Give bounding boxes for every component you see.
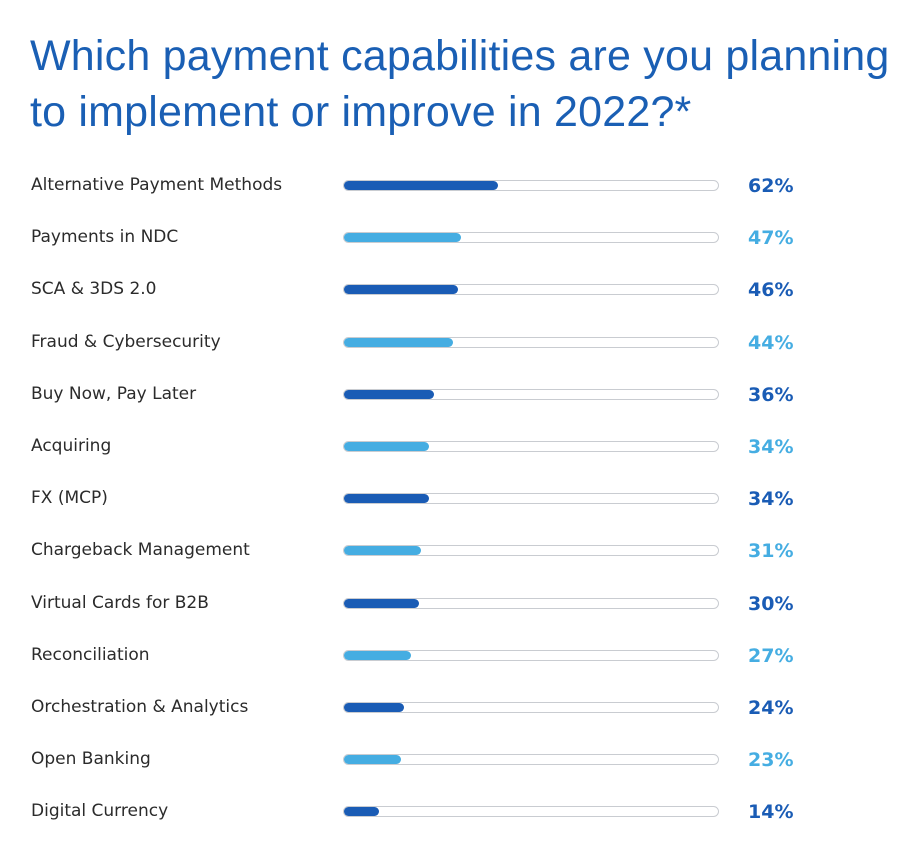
value-label: 36% <box>748 384 794 406</box>
value-label: 34% <box>748 436 794 458</box>
bar-track <box>343 180 719 191</box>
bar-row: Buy Now, Pay Later 36% <box>0 383 920 413</box>
bar <box>344 755 401 764</box>
value-label: 27% <box>748 645 794 667</box>
bar <box>344 442 429 451</box>
bar-row: Orchestration & Analytics 24% <box>0 696 920 726</box>
bar <box>344 807 379 816</box>
category-label: Fraud & Cybersecurity <box>31 332 221 352</box>
bar-track <box>343 598 719 609</box>
bar-track <box>343 493 719 504</box>
category-label: SCA & 3DS 2.0 <box>31 279 157 299</box>
value-label: 30% <box>748 593 794 615</box>
bar-track <box>343 806 719 817</box>
bar-track <box>343 545 719 556</box>
bar-row: FX (MCP) 34% <box>0 487 920 517</box>
category-label: Reconciliation <box>31 645 150 665</box>
bar-track <box>343 389 719 400</box>
bar-row: SCA & 3DS 2.0 46% <box>0 278 920 308</box>
bar <box>344 599 419 608</box>
category-label: Alternative Payment Methods <box>31 175 283 195</box>
bar <box>344 651 411 660</box>
bar-track <box>343 650 719 661</box>
bar-row: Alternative Payment Methods 62% <box>0 174 920 204</box>
bar <box>344 285 458 294</box>
bar-row: Digital Currency 14% <box>0 800 920 830</box>
bar-row: Payments in NDC 47% <box>0 226 920 256</box>
category-label: Digital Currency <box>31 801 169 821</box>
bar-row: Chargeback Management 31% <box>0 539 920 569</box>
bar <box>344 181 498 190</box>
bar <box>344 703 404 712</box>
category-label: Buy Now, Pay Later <box>31 384 197 404</box>
value-label: 23% <box>748 749 794 771</box>
bar-track <box>343 441 719 452</box>
bar <box>344 390 434 399</box>
bar <box>344 338 453 347</box>
bar-track <box>343 232 719 243</box>
value-label: 14% <box>748 801 794 823</box>
bar <box>344 494 429 503</box>
bar <box>344 233 461 242</box>
bar-track <box>343 337 719 348</box>
category-label: FX (MCP) <box>31 488 108 508</box>
bar-track <box>343 702 719 713</box>
bar <box>344 546 421 555</box>
bar-row: Fraud & Cybersecurity 44% <box>0 331 920 361</box>
category-label: Open Banking <box>31 749 151 769</box>
category-label: Payments in NDC <box>31 227 179 247</box>
value-label: 34% <box>748 488 794 510</box>
value-label: 47% <box>748 227 794 249</box>
bar-track <box>343 754 719 765</box>
category-label: Chargeback Management <box>31 540 250 560</box>
value-label: 44% <box>748 332 794 354</box>
bar-row: Acquiring 34% <box>0 435 920 465</box>
value-label: 62% <box>748 175 794 197</box>
value-label: 31% <box>748 540 794 562</box>
category-label: Orchestration & Analytics <box>31 697 249 717</box>
value-label: 46% <box>748 279 794 301</box>
bar-track <box>343 284 719 295</box>
chart-title: Which payment capabilities are you plann… <box>30 32 890 136</box>
category-label: Virtual Cards for B2B <box>31 593 209 613</box>
value-label: 24% <box>748 697 794 719</box>
bar-row: Virtual Cards for B2B 30% <box>0 592 920 622</box>
category-label: Acquiring <box>31 436 112 456</box>
bar-row: Reconciliation 27% <box>0 644 920 674</box>
bar-row: Open Banking 23% <box>0 748 920 778</box>
